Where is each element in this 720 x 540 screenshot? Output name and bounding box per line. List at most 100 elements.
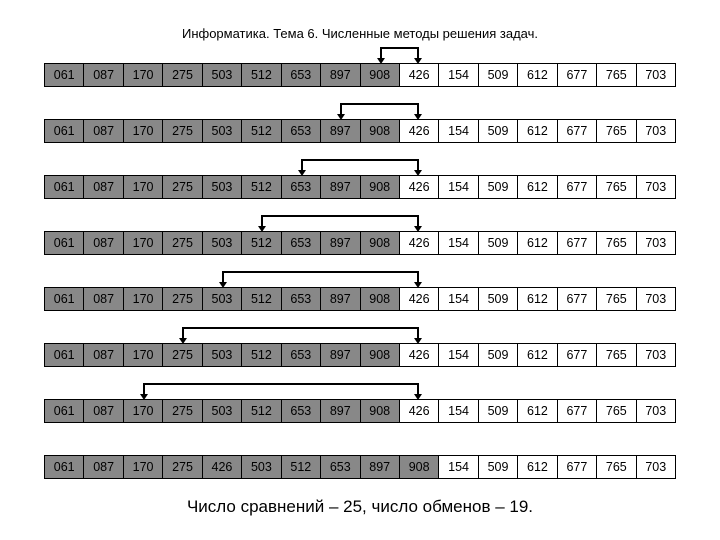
sort-step: 0610871702755035126538979084261545096126… [44, 381, 676, 423]
array-cell: 703 [637, 232, 675, 254]
array-cell: 503 [242, 456, 281, 478]
array-cell: 275 [163, 232, 202, 254]
array-cell: 897 [321, 400, 360, 422]
array-cell: 612 [518, 288, 557, 310]
sort-step: 0610871702754265035126538979081545096126… [44, 437, 676, 479]
array-cell: 503 [203, 400, 242, 422]
array-cell: 653 [282, 64, 321, 86]
array-cell: 503 [203, 120, 242, 142]
array-cell: 612 [518, 456, 557, 478]
array-cell: 154 [439, 120, 478, 142]
array-cell: 612 [518, 232, 557, 254]
row-gap [44, 87, 676, 101]
array-cell: 509 [479, 456, 518, 478]
array-cell: 061 [45, 120, 84, 142]
array-cell: 503 [203, 176, 242, 198]
comparison-arrow-zone [44, 45, 676, 63]
sort-step: 0610871702755035126538979084261545096126… [44, 269, 676, 311]
row-gap [44, 311, 676, 325]
array-cell: 170 [124, 120, 163, 142]
array-cell: 653 [282, 120, 321, 142]
array-cell: 426 [400, 64, 439, 86]
array-cell: 087 [84, 400, 123, 422]
array-cell: 509 [479, 232, 518, 254]
array-cell: 653 [282, 288, 321, 310]
array-cell: 509 [479, 288, 518, 310]
array-cell: 154 [439, 176, 478, 198]
array-cell: 765 [597, 456, 636, 478]
array-cell: 170 [124, 288, 163, 310]
array-cell: 908 [361, 344, 400, 366]
array-cell: 653 [282, 344, 321, 366]
array-cell: 512 [242, 176, 281, 198]
array-cell: 087 [84, 344, 123, 366]
array-cell: 703 [637, 120, 675, 142]
comparison-arrow-zone [44, 325, 676, 343]
array-cell: 703 [637, 400, 675, 422]
array-cell: 765 [597, 120, 636, 142]
array-cell: 897 [321, 288, 360, 310]
array-cell: 170 [124, 64, 163, 86]
array-row: 0610871702754265035126538979081545096126… [44, 455, 676, 479]
row-gap [44, 143, 676, 157]
array-cell: 170 [124, 344, 163, 366]
array-cell: 765 [597, 400, 636, 422]
array-cell: 897 [321, 176, 360, 198]
array-cell: 154 [439, 64, 478, 86]
comparison-arrow-zone [44, 157, 676, 175]
array-cell: 275 [163, 400, 202, 422]
sort-step: 0610871702755035126538979084261545096126… [44, 157, 676, 199]
array-cell: 512 [242, 288, 281, 310]
array-row: 0610871702755035126538979084261545096126… [44, 63, 676, 87]
array-row: 0610871702755035126538979084261545096126… [44, 343, 676, 367]
array-cell: 677 [558, 456, 597, 478]
array-cell: 512 [282, 456, 321, 478]
array-cell: 509 [479, 120, 518, 142]
array-cell: 512 [242, 120, 281, 142]
array-cell: 612 [518, 176, 557, 198]
array-cell: 677 [558, 232, 597, 254]
array-cell: 653 [321, 456, 360, 478]
array-cell: 061 [45, 64, 84, 86]
array-cell: 061 [45, 176, 84, 198]
array-cell: 908 [361, 400, 400, 422]
array-cell: 703 [637, 288, 675, 310]
array-cell: 703 [637, 176, 675, 198]
comparison-arrow [380, 47, 420, 63]
array-cell: 275 [163, 288, 202, 310]
array-cell: 087 [84, 64, 123, 86]
array-cell: 512 [242, 344, 281, 366]
array-cell: 677 [558, 64, 597, 86]
summary-text: Число сравнений – 25, число обменов – 19… [0, 479, 720, 517]
array-cell: 677 [558, 400, 597, 422]
array-cell: 087 [84, 456, 123, 478]
comparison-arrow-zone [44, 101, 676, 119]
array-cell: 612 [518, 64, 557, 86]
array-cell: 653 [282, 232, 321, 254]
array-cell: 061 [45, 344, 84, 366]
array-cell: 897 [321, 120, 360, 142]
array-cell: 897 [321, 64, 360, 86]
comparison-arrow-zone [44, 213, 676, 231]
array-cell: 908 [361, 176, 400, 198]
array-cell: 512 [242, 232, 281, 254]
array-cell: 765 [597, 64, 636, 86]
array-cell: 426 [400, 176, 439, 198]
array-cell: 653 [282, 176, 321, 198]
array-cell: 503 [203, 344, 242, 366]
row-gap [44, 199, 676, 213]
array-cell: 275 [163, 64, 202, 86]
row-gap [44, 255, 676, 269]
array-cell: 612 [518, 120, 557, 142]
comparison-arrow [340, 103, 419, 119]
array-cell: 703 [637, 64, 675, 86]
array-cell: 503 [203, 64, 242, 86]
array-cell: 509 [479, 400, 518, 422]
comparison-arrow [301, 159, 420, 175]
comparison-arrow [261, 215, 419, 231]
sort-step: 0610871702755035126538979084261545096126… [44, 213, 676, 255]
array-cell: 061 [45, 400, 84, 422]
array-cell: 677 [558, 120, 597, 142]
array-cell: 512 [242, 64, 281, 86]
array-cell: 426 [400, 288, 439, 310]
